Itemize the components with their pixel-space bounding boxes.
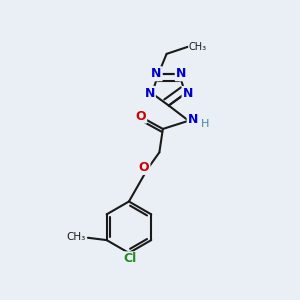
Text: N: N — [188, 113, 198, 126]
Text: O: O — [136, 110, 146, 123]
Text: N: N — [183, 87, 193, 100]
Text: CH₃: CH₃ — [67, 232, 86, 242]
Text: Cl: Cl — [124, 252, 137, 265]
Text: N: N — [145, 87, 155, 100]
Text: N: N — [151, 67, 162, 80]
Text: O: O — [139, 161, 149, 174]
Text: CH₃: CH₃ — [189, 42, 207, 52]
Text: H: H — [201, 119, 209, 129]
Text: N: N — [176, 67, 186, 80]
